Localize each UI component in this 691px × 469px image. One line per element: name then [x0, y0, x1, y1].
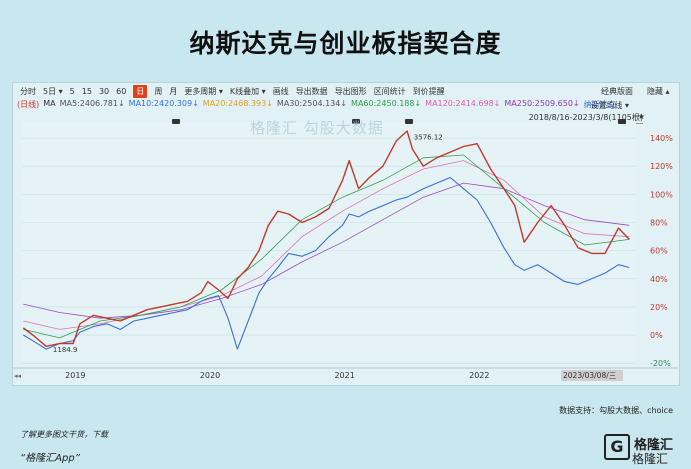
- period-tab-8[interactable]: 月: [169, 86, 178, 96]
- series-line-0: [22, 130, 630, 347]
- data-source: 数据支持：勾股大数据、choice: [559, 406, 673, 415]
- period-tab-4[interactable]: 30: [98, 86, 110, 96]
- ma-legend-item-8: MA250:2509.650↓: [504, 99, 580, 108]
- period-tab-11[interactable]: 画线: [272, 86, 289, 96]
- cursor-label: 2023/03/08/三: [563, 371, 616, 380]
- period-tab-5[interactable]: 60: [116, 86, 127, 96]
- y-tick-label: 60%: [650, 247, 668, 256]
- footer-app: “格隆汇App”: [20, 453, 80, 464]
- period-tab-7[interactable]: 周: [154, 86, 163, 96]
- brand-logo: G 格隆汇 格隆汇: [604, 432, 684, 466]
- period-tab-14[interactable]: 区间统计: [373, 86, 406, 96]
- y-tick-label: 20%: [650, 303, 668, 312]
- event-marker-icon: [405, 119, 413, 124]
- period-tab-1[interactable]: 5日 ▾: [43, 86, 63, 96]
- y-tick-label: 120%: [650, 162, 673, 171]
- x-tick-label: 2019: [65, 371, 85, 380]
- x-tick-label: 2022: [469, 371, 489, 380]
- ma-legend-item-2: MA5:2406.781↓: [59, 99, 125, 108]
- ma-legend-item-6: MA60:2450.188↓: [351, 99, 422, 108]
- ma-legend-item-5: MA30:2504.134↓: [276, 99, 348, 108]
- period-toolbar: 分时 5日 ▾ 5 15 30 60 日周月更多周期 ▾ K线叠加 ▾ 画线 导出数据 导出图形 区间…: [13, 83, 679, 99]
- logo-sub: 格隆汇: [632, 452, 669, 466]
- watermark: 格隆汇 勾股大数据: [250, 119, 384, 137]
- series-line-4: [23, 154, 630, 339]
- period-tab-2[interactable]: 5: [69, 86, 75, 96]
- cursor-label-bg: [561, 370, 623, 381]
- y-tick-label: 0%: [650, 331, 663, 340]
- annotation-label-1: 1184.9: [53, 346, 78, 354]
- scroll-left-icon: ◂◂: [14, 372, 22, 380]
- event-marker-icon: [172, 119, 180, 124]
- y-tick-label: 140%: [650, 134, 673, 143]
- series-line-2: [23, 182, 630, 319]
- page-title: 纳斯达克与创业板指契合度: [189, 29, 502, 58]
- series-line-3: [23, 160, 630, 330]
- ma-legend-item-4: MA20:2468.393↓: [202, 99, 273, 108]
- footer-note: 了解更多图文干货，下载: [20, 430, 108, 439]
- ma-legend: (日线) MA MA5:2406.781↓ MA10:2420.309↓ MA20:24…: [13, 99, 633, 111]
- period-tab-0[interactable]: 分时: [20, 86, 36, 96]
- ma-legend-item-3: MA10:2420.309↓: [128, 99, 199, 108]
- period-tab-15[interactable]: 到价提醒: [412, 86, 445, 96]
- y-tick-label: 40%: [650, 275, 668, 284]
- x-tick-label: 2020: [200, 371, 220, 380]
- pin-icon[interactable]: ★: [637, 112, 645, 121]
- event-marker-icon: [618, 119, 626, 124]
- period-tab-9[interactable]: 更多周期 ▾: [184, 86, 223, 96]
- period-tab-10[interactable]: K线叠加 ▾: [229, 86, 266, 96]
- ma-legend-item-1: MA: [43, 99, 56, 108]
- x-tick-label: 2021: [334, 371, 354, 380]
- plot-area: [22, 122, 636, 366]
- period-tab-6[interactable]: 日: [133, 84, 148, 98]
- annotation-label-0: 3576.12: [414, 134, 443, 142]
- period-tab-12[interactable]: 导出数据: [295, 86, 328, 96]
- period-tab-13[interactable]: 导出图形: [334, 86, 367, 96]
- logo-mark-icon: G: [604, 434, 630, 460]
- y-tick-label: 100%: [650, 190, 673, 199]
- set-ma-dropdown[interactable]: 设置均线 ▾: [590, 101, 629, 110]
- logo-name: 格隆汇: [634, 438, 674, 453]
- y-tick-label: -20%: [650, 359, 671, 368]
- ma-legend-item-9: 纳斯达克: [583, 100, 616, 109]
- event-marker-icon: [352, 119, 360, 124]
- series-line-1: [23, 176, 630, 350]
- hide-button[interactable]: 隐藏 ▴: [647, 87, 670, 96]
- y-tick-label: 80%: [650, 218, 668, 227]
- ma-legend-item-7: MA120:2414.698↓: [425, 99, 501, 108]
- ma-legend-item-0: (日线): [17, 100, 40, 109]
- period-tab-3[interactable]: 15: [81, 86, 92, 96]
- classic-layout-button[interactable]: 经典版面: [601, 87, 633, 96]
